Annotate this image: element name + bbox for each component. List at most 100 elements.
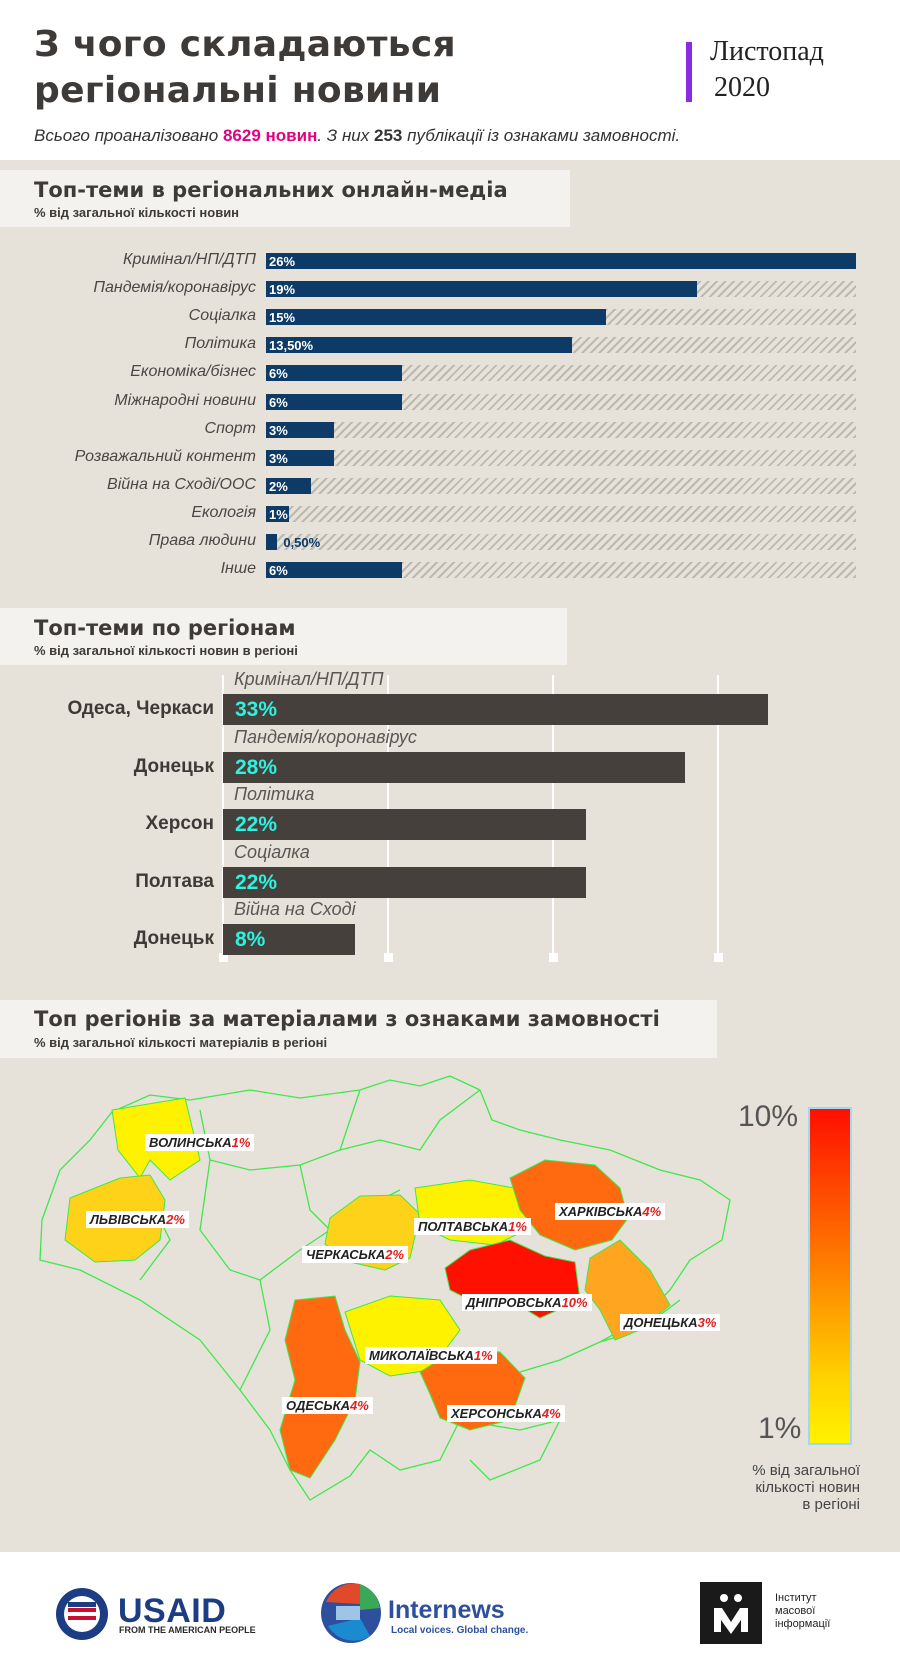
chart1-bar [266, 309, 607, 326]
section2-title: Топ-теми по регіонам [34, 616, 296, 640]
chart2-bar [223, 694, 768, 725]
legend-caption-line2: кількості новин [755, 1479, 860, 1496]
usaid-tagline: FROM THE AMERICAN PEOPLE [119, 1625, 256, 1635]
map-region-name: Полтавська [418, 1219, 509, 1234]
map-region-name: Херсонська [451, 1406, 542, 1421]
legend-caption-line1: % від загальної [752, 1462, 860, 1479]
chart1-category-label: Екологія [191, 503, 256, 521]
map-region-value: 10% [561, 1295, 588, 1310]
map-region-label: Харківська4% [555, 1203, 666, 1220]
map-region-label: Черкаська2% [302, 1246, 409, 1263]
chart1-bar [266, 421, 335, 438]
page-header: З чого складаються регіональні новини Ли… [0, 0, 900, 160]
section2-subtitle: % від загальної кількості новин в регіон… [34, 643, 298, 658]
map-region-value: 3% [697, 1315, 717, 1330]
chart1-category-label: Війна на Сході/ООС [107, 475, 256, 493]
chart2-gridline [717, 675, 719, 955]
section1-subtitle: % від загальної кількості новин [34, 205, 240, 220]
chart1-value-label: 1% [269, 506, 288, 522]
usaid-seal-icon [56, 1588, 108, 1640]
chart1-value-label: 19% [269, 282, 296, 298]
chart1-category-label: Економіка/бізнес [130, 363, 256, 381]
chart1-category-label: Права людини [148, 532, 256, 549]
chart2-region-label: Одеса, Черкаси [67, 698, 214, 719]
map-region-label: Львівська2% [86, 1211, 189, 1228]
chart2-tick-marker [549, 953, 558, 962]
chart1-bar-track [266, 365, 856, 382]
summary-suffix: публікації із ознаками замовності. [402, 126, 681, 145]
chart2-topic-label: Політика [234, 784, 315, 804]
imi-logo-text: Інститут масової інформації [775, 1592, 865, 1631]
chart1-category-label: Соціалка [188, 307, 256, 325]
map-region-name: Черкаська [306, 1247, 386, 1262]
chart1-bar-track [266, 505, 856, 522]
legend-color-scale [808, 1107, 852, 1445]
summary-total: 8629 новин [222, 126, 318, 145]
chart2-region-label: Донецьк [133, 928, 214, 949]
chart1-value-label: 3% [269, 422, 288, 438]
chart1-bar-track [266, 393, 856, 410]
chart1-bar-track [266, 477, 856, 494]
chart1-value-label: 13,50% [269, 338, 314, 354]
chart2-value-label: 22% [235, 813, 278, 836]
summary-prefix: Всього проаналізовано [34, 126, 223, 145]
summary-mid: . З них [317, 126, 374, 145]
chart2-bar [223, 809, 586, 840]
imi-line3: інформації [775, 1618, 831, 1630]
chart2-tick-marker [219, 953, 228, 962]
chart2-region-label: Херсон [145, 813, 215, 834]
chart1-bar-track [266, 534, 856, 550]
chart2-topic-label: Соціалка [234, 841, 310, 862]
summary-text: Всього проаналізовано 8629 новин. З них … [34, 126, 680, 146]
chart1-value-label: 6% [269, 394, 288, 410]
section1-title: Топ-теми в регіональних онлайн-медіа [34, 178, 508, 202]
page-title-line2: регіональні новини [34, 70, 442, 111]
chart1-category-label: Розважальний контент [74, 447, 256, 465]
chart1-category-label: Пандемія/коронавірус [93, 279, 256, 297]
section2-header: Топ-теми по регіонам % від загальної кіл… [0, 608, 567, 665]
date-accent-bar [686, 42, 692, 102]
summary-count: 253 [373, 126, 403, 145]
usaid-logo-text: USAID [118, 1592, 227, 1630]
map-region-name: Дніпровська [466, 1295, 562, 1310]
chart1-category-label: Спорт [204, 419, 256, 437]
chart2-region-label: Донецьк [133, 755, 214, 777]
map-region-label: Миколаївська1% [365, 1347, 497, 1364]
chart1-category-label: Політика [184, 335, 256, 353]
chart1-bar-track [266, 421, 856, 438]
chart2-value-label: 28% [235, 755, 278, 779]
chart1-bar [266, 281, 698, 298]
chart2-bar [223, 751, 685, 783]
section3-subtitle: % від загальної кількості матеріалів в р… [34, 1035, 328, 1050]
map-region-value: 4% [642, 1204, 662, 1219]
chart1-category-label: Кримінал/НП/ДТП [123, 251, 256, 268]
imi-line2: масової [775, 1605, 816, 1617]
map-region-value: 1% [231, 1135, 251, 1150]
map-region-label: Одеська4% [282, 1397, 373, 1414]
legend-min-label: 1% [758, 1412, 802, 1445]
chart2-topic-label: Пандемія/коронавірус [234, 726, 417, 747]
section1-header: Топ-теми в регіональних онлайн-медіа % в… [0, 170, 570, 227]
chart1-category-label: Інше [220, 560, 256, 578]
map-region-value: 1% [508, 1219, 527, 1234]
chart1-category-label: Міжнародні новини [114, 391, 256, 409]
chart1-value-label: 6% [269, 366, 288, 382]
chart1-bar [266, 505, 289, 522]
chart1-bar [266, 477, 312, 494]
chart2-value-label: 8% [235, 928, 266, 951]
chart2-tick-marker [384, 953, 393, 962]
map-region-label: Волинська1% [145, 1134, 255, 1151]
legend-caption: % від загальної кількості новин в регіон… [720, 1462, 860, 1513]
legend-caption-line3: в регіоні [802, 1496, 860, 1513]
chart2-value-label: 33% [235, 698, 278, 721]
chart2-topic-label: Кримінал/НП/ДТП [234, 669, 384, 689]
chart1-value-label: 0,50% [283, 535, 321, 550]
chart2-region-label: Полтава [135, 870, 214, 892]
chart1-bar [266, 562, 403, 579]
map-region-label: Дніпровська10% [462, 1294, 592, 1311]
page-title: З чого складаються регіональні новини [34, 22, 594, 114]
map-region-value: 2% [166, 1212, 185, 1227]
chart1-bar [266, 365, 403, 382]
section3-header: Топ регіонів за матеріалами з ознаками з… [0, 1000, 717, 1058]
imi-line1: Інститут [775, 1592, 817, 1604]
